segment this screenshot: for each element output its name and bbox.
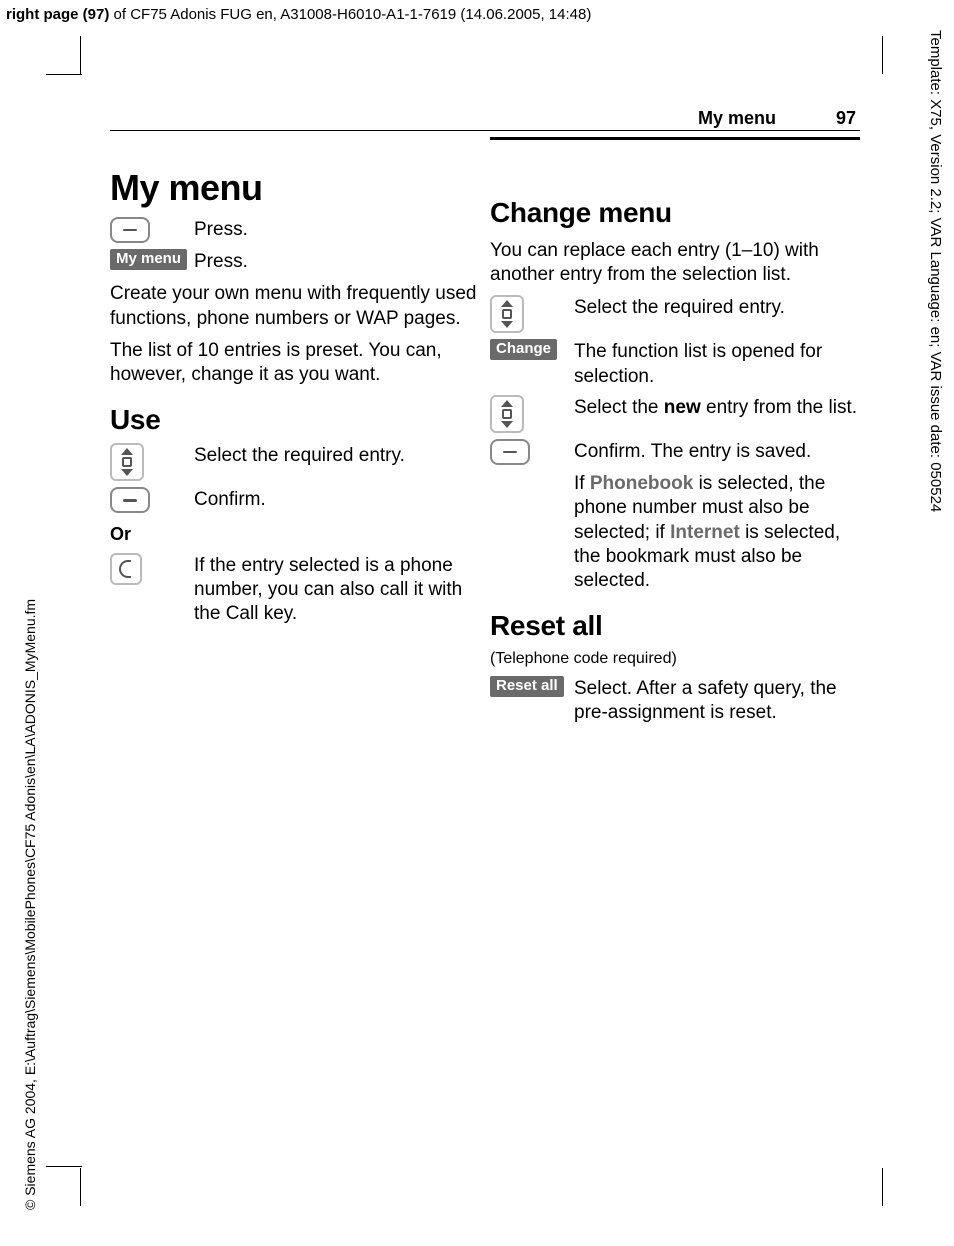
doc-header-rest: of CF75 Adonis FUG en, A31008-H6010-A1-1… bbox=[109, 6, 591, 23]
icon-cell bbox=[490, 395, 574, 433]
step-text: Select the required entry. bbox=[574, 295, 860, 320]
softkey-dash-icon bbox=[490, 439, 530, 465]
step-row: Press. bbox=[110, 217, 480, 243]
step-text: Confirm. The entry is saved. bbox=[574, 439, 860, 464]
side-left-text: © Siemens AG 2004, E:\Auftrag\Siemens\Mo… bbox=[22, 599, 38, 1210]
page-number: 97 bbox=[836, 108, 860, 129]
icon-cell bbox=[110, 487, 194, 513]
step-row: Confirm. The entry is saved. bbox=[490, 439, 860, 465]
section-heading-use: Use bbox=[110, 402, 480, 438]
paragraph: Create your own menu with frequently use… bbox=[110, 282, 480, 331]
step-text: The function list is opened for selectio… bbox=[574, 339, 860, 389]
paragraph: You can replace each entry (1–10) with a… bbox=[490, 239, 860, 288]
softkey-dash-icon bbox=[110, 487, 150, 513]
icon-cell: Change bbox=[490, 339, 574, 360]
step-row: Select the required entry. bbox=[490, 295, 860, 333]
icon-cell bbox=[490, 295, 574, 333]
text-phonebook: Phonebook bbox=[590, 473, 693, 494]
step-text: Select the required entry. bbox=[194, 443, 480, 468]
cropmark-icon bbox=[46, 1166, 82, 1167]
page-title: My menu bbox=[110, 165, 480, 211]
step-row: If Phonebook is selected, the phone numb… bbox=[490, 471, 860, 594]
step-row: Reset all Select. After a safety query, … bbox=[490, 676, 860, 726]
step-text: Select. After a safety query, the pre-as… bbox=[574, 676, 860, 726]
doc-header-bold: right page (97) bbox=[6, 6, 109, 23]
nav-updown-icon bbox=[110, 443, 144, 481]
step-text: Confirm. bbox=[194, 487, 480, 512]
icon-cell: Reset all bbox=[490, 676, 574, 697]
call-key-icon bbox=[110, 553, 142, 585]
cropmark-icon bbox=[882, 1168, 883, 1206]
left-column: My menu Press. My menu Press. Create you… bbox=[110, 165, 480, 632]
cropmark-icon bbox=[80, 36, 81, 74]
icon-cell: My menu bbox=[110, 249, 194, 270]
step-row: Select the required entry. bbox=[110, 443, 480, 481]
cropmark-icon bbox=[80, 1168, 81, 1206]
nav-updown-icon bbox=[490, 395, 524, 433]
step-row: If the entry selected is a phone number,… bbox=[110, 553, 480, 627]
softkey-label: My menu bbox=[110, 249, 187, 270]
header-rule bbox=[110, 130, 860, 131]
icon-cell bbox=[490, 439, 574, 465]
text-fragment: Select the bbox=[574, 397, 664, 418]
step-row: Confirm. bbox=[110, 487, 480, 513]
paragraph: The list of 10 entries is preset. You ca… bbox=[110, 339, 480, 388]
nav-updown-icon bbox=[490, 295, 524, 333]
step-text: Press. bbox=[194, 249, 480, 274]
page: right page (97) of CF75 Adonis FUG en, A… bbox=[0, 0, 954, 1246]
icon-cell bbox=[110, 553, 194, 585]
right-column: Change menu You can replace each entry (… bbox=[490, 195, 860, 732]
doc-header: right page (97) of CF75 Adonis FUG en, A… bbox=[6, 6, 591, 23]
step-row: Change The function list is opened for s… bbox=[490, 339, 860, 389]
text-bold: new bbox=[664, 397, 701, 418]
text-internet: Internet bbox=[670, 522, 740, 543]
section-heading-change: Change menu bbox=[490, 195, 860, 231]
softkey-label: Change bbox=[490, 339, 557, 360]
running-title: My menu bbox=[698, 108, 776, 129]
or-label: Or bbox=[110, 523, 480, 546]
step-row: My menu Press. bbox=[110, 249, 480, 274]
step-text: If Phonebook is selected, the phone numb… bbox=[574, 471, 860, 594]
step-text: Press. bbox=[194, 217, 480, 242]
section-heading-reset: Reset all bbox=[490, 608, 860, 644]
step-text: Select the new entry from the list. bbox=[574, 395, 860, 420]
step-text: If the entry selected is a phone number,… bbox=[194, 553, 480, 627]
text-fragment: If bbox=[574, 473, 590, 494]
side-right-text: Template: X75, Version 2.2; VAR Language… bbox=[920, 30, 944, 512]
softkey-label: Reset all bbox=[490, 676, 564, 697]
icon-cell bbox=[110, 443, 194, 481]
reset-subnote: (Telephone code required) bbox=[490, 649, 860, 669]
cropmark-icon bbox=[882, 36, 883, 74]
text-fragment: entry from the list. bbox=[701, 397, 857, 418]
cropmark-icon bbox=[46, 74, 82, 75]
running-header: My menu 97 bbox=[490, 108, 860, 140]
softkey-dash-icon bbox=[110, 217, 150, 243]
step-row: Select the new entry from the list. bbox=[490, 395, 860, 433]
icon-cell bbox=[110, 217, 194, 243]
